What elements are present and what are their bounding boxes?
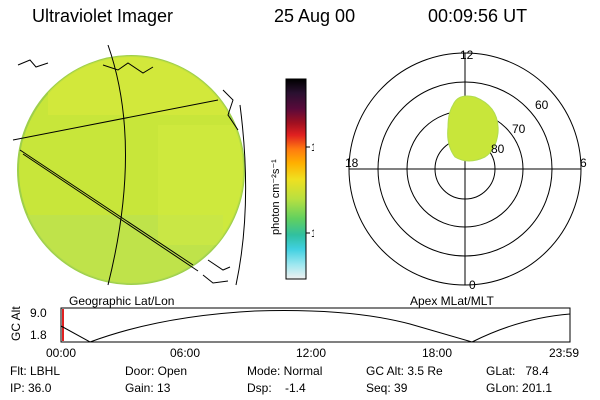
altitude-tick-9: 9.0	[30, 306, 47, 320]
altitude-curve	[60, 310, 571, 343]
gain-label: Gain: 13	[125, 381, 171, 395]
ip-label: IP: 36.0	[10, 381, 52, 395]
auroral-oval	[447, 95, 499, 162]
altitude-frame	[60, 307, 571, 343]
altitude-plot: GC Alt 9.0 1.8 00:00 06:00 12:00 18:00 2…	[9, 306, 579, 360]
mlat-label-80: 80	[491, 142, 505, 156]
colorbar-gradient	[285, 78, 307, 280]
polar-grid	[348, 52, 582, 286]
time-label-1200: 12:00	[296, 346, 326, 360]
glon-label: GLon: 201.1	[486, 381, 553, 395]
mode-label: Mode: Normal	[247, 364, 323, 378]
geo-grid	[12, 45, 247, 286]
door-label: Door: Open	[125, 364, 188, 378]
filter-label: Flt: LBHL	[10, 364, 61, 378]
geo-caption: Geographic Lat/Lon	[69, 294, 175, 308]
mlt-label-12: 12	[460, 48, 474, 62]
dsp-label: Dsp: -1.4	[247, 381, 306, 395]
mlt-label-18: 18	[345, 156, 359, 170]
altitude-axis-label: GC Alt	[9, 306, 23, 341]
coastlines	[17, 59, 239, 284]
colorbar-label: photon cm⁻²s⁻¹	[270, 159, 282, 235]
time-label-0000: 00:00	[46, 346, 76, 360]
time-label-1800: 18:00	[422, 346, 452, 360]
colorbar-tick-10: 10	[311, 228, 314, 240]
altitude-tick-1-8: 1.8	[30, 328, 47, 342]
mlt-label-0: 0	[469, 278, 476, 292]
gc-alt-label: GC Alt: 3.5 Re	[366, 364, 443, 378]
glat-label: GLat: 78.4	[486, 364, 549, 378]
mlt-label-6: 6	[580, 156, 587, 170]
time-label: 00:09:56 UT	[428, 6, 528, 26]
colorbar: 100 10 photon cm⁻²s⁻¹	[270, 78, 314, 280]
mlat-label-70: 70	[512, 122, 526, 136]
instrument-title: Ultraviolet Imager	[32, 6, 174, 26]
time-label-2359: 23:59	[549, 346, 579, 360]
polar-plot: 12 0 18 6 60 70 80	[345, 48, 587, 292]
date-label: 25 Aug 00	[274, 6, 356, 26]
apex-caption: Apex MLat/MLT	[410, 294, 494, 308]
mlat-label-60: 60	[535, 98, 549, 112]
geographic-image-panel	[12, 45, 247, 286]
colorbar-tick-100: 100	[311, 142, 314, 154]
time-label-0600: 06:00	[170, 346, 200, 360]
seq-label: Seq: 39	[366, 381, 408, 395]
